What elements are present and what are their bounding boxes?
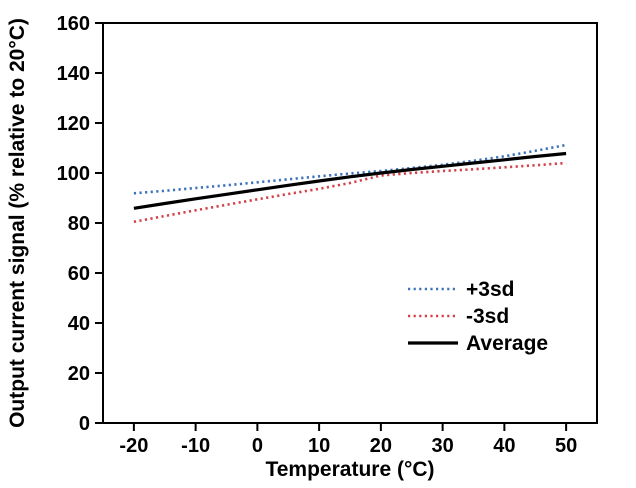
y-tick-label: 0 xyxy=(79,413,90,435)
y-tick-label: 160 xyxy=(57,13,90,35)
x-tick-label: 0 xyxy=(252,435,263,457)
legend: +3sd -3sd Average xyxy=(408,278,548,355)
legend-label: -3sd xyxy=(466,305,509,328)
series-line-3sd xyxy=(133,161,567,224)
legend-label: Average xyxy=(466,332,548,355)
series-line-average xyxy=(133,151,567,210)
y-axis-title: Output current signal (% relative to 20°… xyxy=(6,18,29,428)
x-tick-label: 10 xyxy=(308,435,330,457)
y-tick-label: 60 xyxy=(68,263,90,285)
x-tick-label: -20 xyxy=(119,435,148,457)
x-axis-ticks: -20 -10 0 10 20 30 40 50 xyxy=(119,423,577,457)
x-axis-title: Temperature (°C) xyxy=(265,458,434,481)
x-tick-label: 30 xyxy=(432,435,454,457)
data-series xyxy=(133,143,567,224)
y-tick-label: 120 xyxy=(57,113,90,135)
y-tick-label: 140 xyxy=(57,63,90,85)
x-tick-label: -10 xyxy=(181,435,210,457)
plot-area xyxy=(102,22,598,424)
legend-label: +3sd xyxy=(466,278,514,301)
y-tick-label: 100 xyxy=(57,163,90,185)
series-line-3sd xyxy=(133,143,567,195)
y-axis-ticks: 0 20 40 60 80 100 120 140 160 xyxy=(57,13,103,435)
y-tick-label: 20 xyxy=(68,363,90,385)
x-tick-label: 40 xyxy=(493,435,515,457)
y-tick-label: 40 xyxy=(68,313,90,335)
x-tick-label: 50 xyxy=(555,435,577,457)
y-tick-label: 80 xyxy=(68,213,90,235)
x-tick-label: 20 xyxy=(370,435,392,457)
